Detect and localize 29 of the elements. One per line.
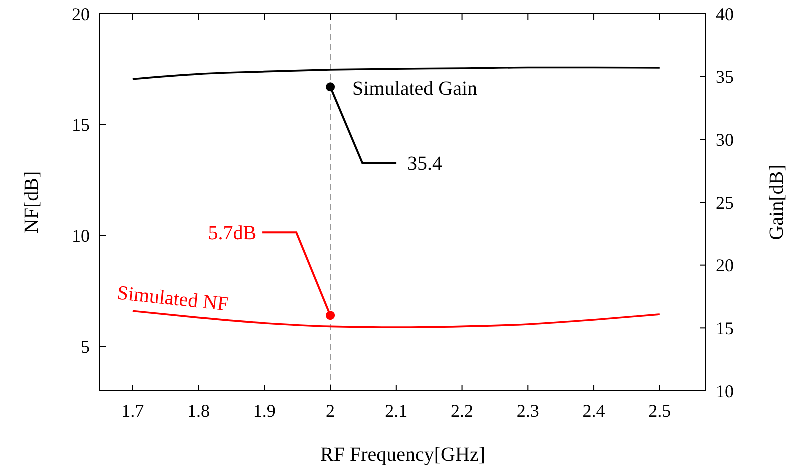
y2-tick-label: 25 (716, 192, 734, 213)
x-tick-label: 2 (326, 401, 336, 421)
y-tick-label: 10 (72, 226, 90, 246)
x-tick-label: 1.7 (122, 401, 144, 421)
y2-tick-label: 35 (716, 67, 734, 88)
x-tick-label: 2.3 (516, 401, 540, 421)
line-series (132, 310, 661, 328)
x-tick-label: 2.1 (385, 401, 408, 421)
legend-label: Simulated Gain (352, 78, 478, 100)
x-tick-label: 2.4 (582, 401, 606, 421)
y2-axis-title: Gain[dB] (766, 164, 788, 240)
x-tick-label: 1.8 (188, 401, 210, 421)
y-tick-label: 5 (81, 336, 90, 357)
y2-tick-label: 15 (716, 318, 734, 338)
y2-tick-label: 40 (716, 4, 734, 24)
x-tick-label: 1.9 (253, 401, 276, 421)
y-tick-label: 20 (72, 4, 90, 24)
y-tick-label: 15 (72, 115, 90, 136)
y2-tick-label: 10 (716, 381, 734, 402)
y-axis-title: NF[dB] (21, 171, 43, 234)
annotation: 5.7dB (208, 222, 257, 245)
text: Simulated NF (116, 282, 230, 316)
x-tick-label: 2.2 (451, 401, 474, 421)
y2-tick-label: 30 (716, 130, 734, 150)
annotation: 35.4 (408, 153, 443, 176)
x-axis-title: RF Frequency[GHz] (320, 444, 486, 466)
x-tick-label: 2.5 (648, 401, 672, 421)
y2-tick-label: 20 (716, 256, 734, 276)
line-series (132, 66, 661, 80)
